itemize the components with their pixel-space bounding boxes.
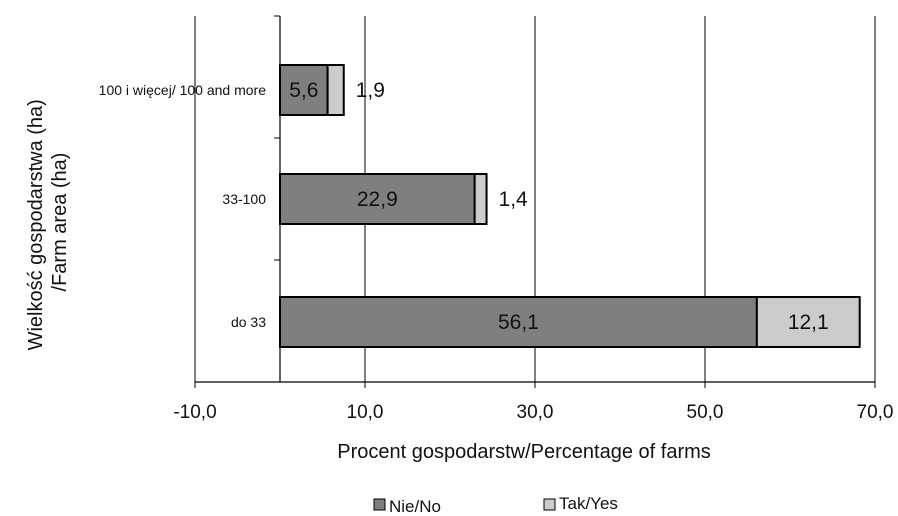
data-label: 1,4 xyxy=(499,188,529,211)
data-label: 12,1 xyxy=(788,311,829,334)
data-label: 5,6 xyxy=(289,79,318,102)
data-label: 22,9 xyxy=(357,188,398,211)
category-label: 100 i więcej/ 100 and more xyxy=(99,82,267,98)
bar-nie xyxy=(279,173,476,225)
data-label: 1,9 xyxy=(356,79,385,102)
legend-label: Tak/Yes xyxy=(559,494,618,513)
legend-label: Nie/No xyxy=(389,497,441,516)
bar-tak xyxy=(473,173,488,225)
y-axis-title-line-2: /Farm area (ha) xyxy=(49,153,71,292)
x-axis-title: Procent gospodarstw/Percentage of farms xyxy=(337,441,711,463)
legend: Nie/No Tak/Yes xyxy=(373,494,618,516)
x-tick-labels: -10,0 10,0 30,0 50,0 70,0 xyxy=(173,402,893,423)
category-label: 33-100 xyxy=(222,191,266,207)
y-axis-title-line-1: Wielkość gospodarstwa (ha) xyxy=(25,99,47,350)
bar-tak xyxy=(755,296,861,348)
x-tick-label: 30,0 xyxy=(517,402,554,423)
x-tick-label: 10,0 xyxy=(347,402,384,423)
legend-swatch xyxy=(373,498,386,511)
x-tick-label: 50,0 xyxy=(687,402,724,423)
bar-tak xyxy=(326,64,345,116)
data-label: 56,1 xyxy=(498,311,539,334)
bar-nie xyxy=(279,64,329,116)
data-labels: 5,6 1,9 22,9 1,4 56,1 12,1 xyxy=(289,79,829,334)
bars xyxy=(279,64,861,348)
x-tick-label: 70,0 xyxy=(857,402,894,423)
y-axis-title: Wielkość gospodarstwa (ha) /Farm area (h… xyxy=(25,94,71,351)
bar-nie xyxy=(279,296,758,348)
x-tick-label: -10,0 xyxy=(173,402,216,423)
category-label: do 33 xyxy=(231,314,266,330)
legend-swatch xyxy=(543,498,556,511)
category-labels: 100 i więcej/ 100 and more 33-100 do 33 xyxy=(99,82,267,330)
